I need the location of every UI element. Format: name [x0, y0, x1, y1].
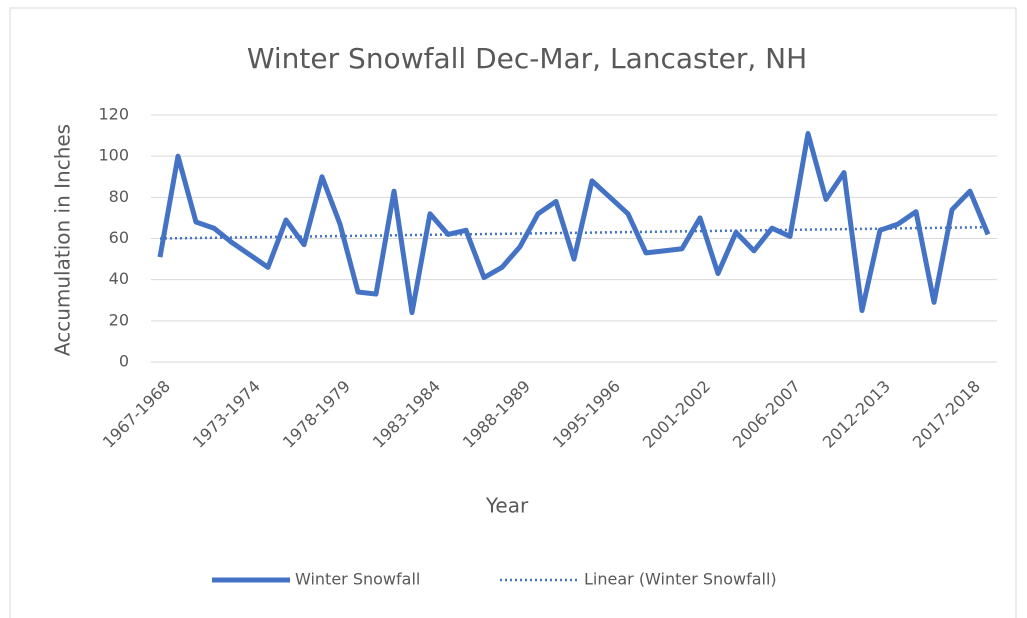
line-series [157, 131, 991, 316]
y-tick-label: 60 [109, 228, 129, 247]
y-tick-label: 40 [109, 269, 129, 288]
legend-label: Winter Snowfall [295, 570, 420, 589]
y-tick-label: 100 [98, 146, 129, 165]
y-tick-label: 120 [98, 105, 129, 124]
y-tick-label: 0 [119, 352, 129, 371]
legend-label: Linear (Winter Snowfall) [584, 570, 777, 589]
chart-title: Winter Snowfall Dec-Mar, Lancaster, NH [247, 42, 807, 75]
y-axis-title: Accumulation in Inches [51, 124, 75, 356]
trendline [159, 225, 989, 240]
chart-border [9, 7, 1017, 618]
x-axis-title: Year [485, 494, 529, 518]
y-tick-label: 80 [109, 187, 129, 206]
y-tick-label: 20 [109, 310, 129, 329]
